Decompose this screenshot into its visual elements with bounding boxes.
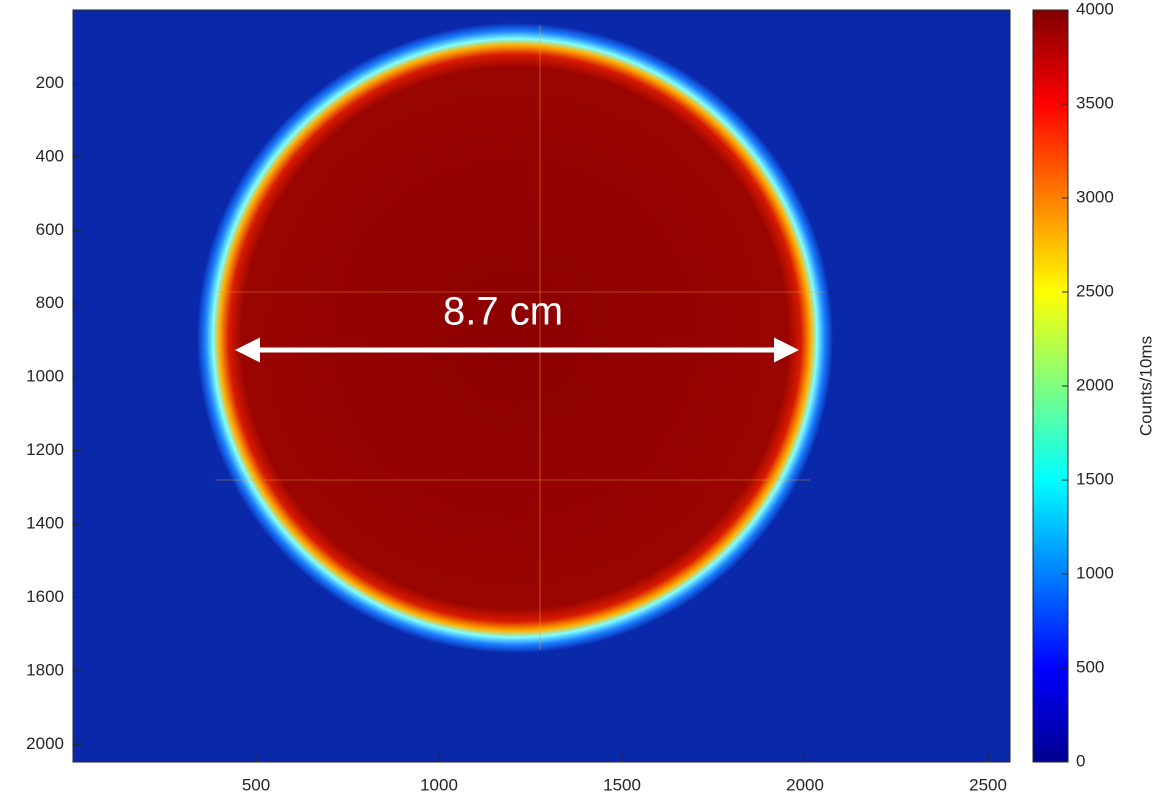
y-tick-label: 1200 — [26, 440, 64, 459]
y-tick-label: 400 — [36, 146, 64, 165]
x-tick-label: 1500 — [603, 775, 641, 794]
y-tick-label: 1800 — [26, 660, 64, 679]
chart: 8.7 cm Counts/10ms 500100015002000250020… — [0, 0, 1157, 799]
colorbar-tick-label: 4000 — [1076, 0, 1114, 18]
beam-spot — [197, 23, 833, 653]
x-tick-label: 1000 — [420, 775, 458, 794]
colorbar-label: Counts/10ms — [1136, 336, 1155, 436]
annotation: 8.7 cm — [443, 290, 563, 334]
colorbar-tick-label: 1500 — [1076, 469, 1114, 488]
colorbar-tick-label: 1000 — [1076, 563, 1114, 582]
y-tick-label: 1400 — [26, 514, 64, 533]
y-tick-label: 600 — [36, 220, 64, 239]
y-tick-label: 1000 — [26, 367, 64, 386]
colorbar-tick-label: 0 — [1076, 751, 1085, 770]
colorbar-tick-label: 2500 — [1076, 281, 1114, 300]
y-tick-label: 800 — [36, 293, 64, 312]
x-tick-label: 500 — [242, 775, 270, 794]
y-tick-label: 200 — [36, 73, 64, 92]
y-tick-label: 1600 — [26, 587, 64, 606]
colorbar-tick-label: 3500 — [1076, 93, 1114, 112]
x-tick-label: 2500 — [969, 775, 1007, 794]
colorbar-tick-label: 2000 — [1076, 375, 1114, 394]
colorbar-tick-label: 3000 — [1076, 187, 1114, 206]
y-tick-label: 2000 — [26, 734, 64, 753]
colorbar-tick-label: 500 — [1076, 657, 1104, 676]
x-tick-label: 2000 — [786, 775, 824, 794]
